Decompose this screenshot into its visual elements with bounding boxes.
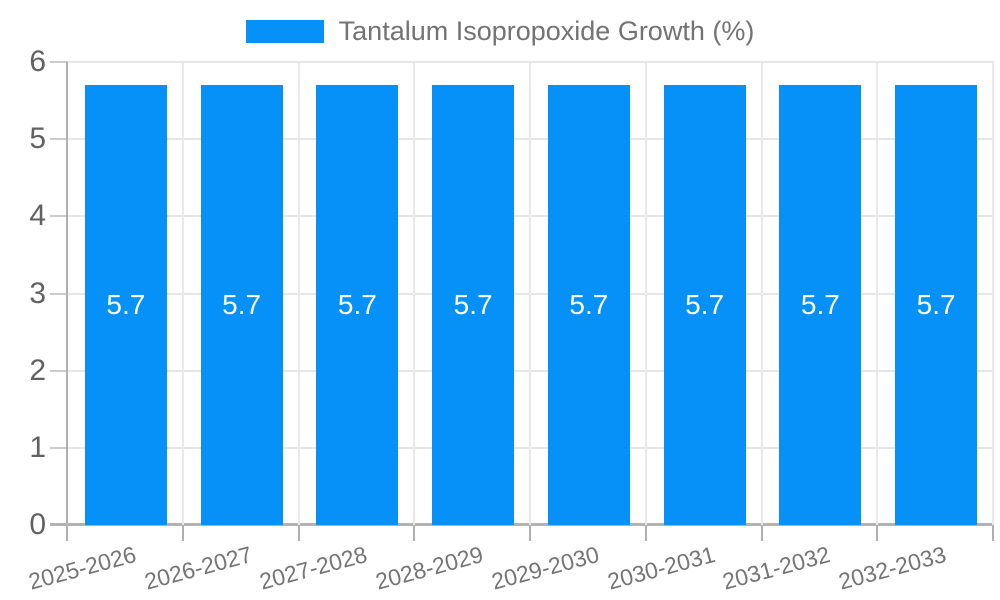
bar-2029-2030[interactable] [547,85,630,525]
y-axis-tick [50,446,68,449]
bar-value-label: 5.7 [916,289,956,321]
gridline-h [68,369,994,372]
gridline-h [68,446,994,449]
x-axis-tick [529,525,531,541]
x-axis-label: 2029-2030 [488,541,602,595]
x-axis-label: 2031-2032 [720,541,834,595]
x-axis-tick [298,525,300,541]
gridline-v [529,62,531,525]
bar-value-label: 5.7 [453,289,493,321]
gridline-h [68,138,994,141]
bar-value-label: 5.7 [800,289,840,321]
bar-2027-2028[interactable] [316,85,399,525]
y-axis-label: 2 [29,353,46,387]
legend: Tantalum Isopropoxide Growth (%) [0,18,1000,45]
x-axis-tick [182,525,184,541]
gridline-v [182,62,184,525]
bar-2028-2029[interactable] [432,85,515,525]
legend-swatch [245,20,324,43]
y-axis-label: 0 [29,508,46,541]
x-axis-line [50,523,994,526]
y-axis-label: 1 [29,430,46,464]
x-axis-tick [876,525,878,541]
bar-2032-2033[interactable] [895,85,978,525]
x-axis: 2025-2026 2026-2027 2027-2028 2028-2029 2029… [26,541,994,600]
legend-item[interactable]: Tantalum Isopropoxide Growth (%) [245,16,755,46]
x-axis-label: 2030-2031 [604,541,718,595]
y-axis-tick [50,138,68,141]
bar-2025-2026[interactable] [84,85,167,525]
x-axis-label: 2025-2026 [25,541,139,595]
y-axis-tick [50,369,68,372]
x-axis-label: 2032-2033 [835,541,949,595]
bar-2026-2027[interactable] [200,85,283,525]
plot-area: 5.7 5.7 5.7 5.7 5.7 5.7 5.7 5.7 [50,61,994,541]
legend-label: Tantalum Isopropoxide Growth (%) [338,16,755,46]
gridline-v [298,62,300,525]
bar-value-label: 5.7 [222,289,262,321]
y-axis: 0 1 2 3 4 5 6 [0,45,68,541]
y-axis-label: 3 [29,276,46,310]
gridline-v [761,62,763,525]
bar-2030-2031[interactable] [663,85,746,525]
y-axis-label: 4 [29,199,46,233]
y-axis-tick [50,292,68,295]
gridline-v [645,62,647,525]
gridline-v [992,62,994,525]
x-axis-tick [413,525,415,541]
gridline-v [876,62,878,525]
gridline-h [68,61,994,63]
bar-value-label: 5.7 [106,289,146,321]
gridline-h [68,215,994,218]
x-axis-label: 2026-2027 [141,541,255,595]
x-axis-label: 2028-2029 [372,541,486,595]
bar-value-label: 5.7 [685,289,725,321]
y-axis-label: 5 [29,122,46,156]
y-axis-tick [50,215,68,218]
x-axis-tick [645,525,647,541]
y-axis-line [66,62,68,541]
bar-value-label: 5.7 [337,289,377,321]
y-axis-label: 6 [29,45,46,78]
bar-2031-2032[interactable] [779,85,862,525]
x-axis-tick [761,525,763,541]
gridline-h [68,292,994,295]
x-axis-tick [992,525,994,541]
x-axis-label: 2027-2028 [257,541,371,595]
bar-value-label: 5.7 [569,289,609,321]
y-axis-tick [50,61,68,63]
gridline-v [413,62,415,525]
